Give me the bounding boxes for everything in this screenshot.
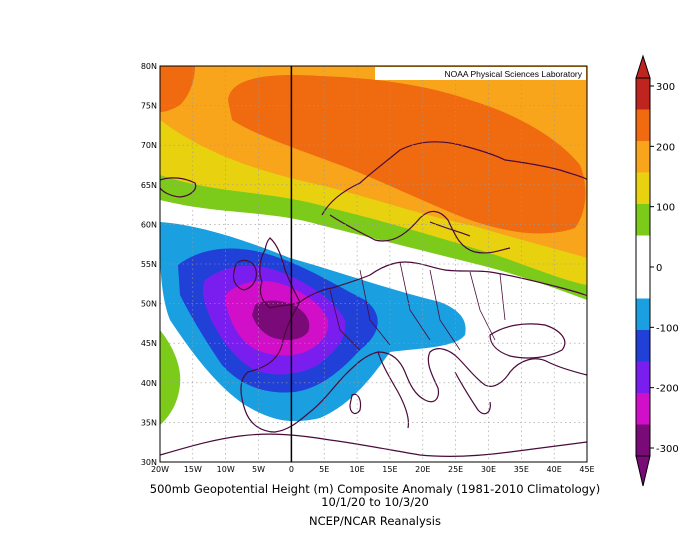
colorbar-swatch — [636, 78, 650, 110]
lon-label: 35E — [514, 465, 529, 474]
colorbar-label: 100 — [656, 203, 675, 214]
coast-iceland — [160, 177, 197, 198]
lat-label: 40N — [141, 379, 157, 388]
lat-label: 60N — [141, 220, 157, 229]
coast-ireland — [232, 259, 257, 291]
colorbar-swatch — [636, 204, 650, 236]
lon-label: 20W — [151, 465, 169, 474]
lat-label: 45N — [141, 339, 157, 348]
colorbar-swatch — [636, 172, 650, 204]
colorbar-swatch — [636, 424, 650, 456]
lon-label: 10W — [217, 465, 235, 474]
contour-pos-upper-left — [160, 66, 195, 112]
contour-pos-left-edge — [160, 330, 181, 425]
colorbar-label: -200 — [656, 384, 679, 395]
plot-frame — [159, 65, 588, 463]
colorbar-label: 300 — [656, 82, 675, 93]
lon-label: 0 — [289, 465, 294, 474]
colorbar-label: 0 — [656, 263, 662, 274]
lon-label: 15E — [382, 465, 397, 474]
lat-label: 30N — [141, 458, 157, 467]
colorbar-label: 200 — [656, 142, 675, 153]
caption-line-1: 500mb Geopotential Height (m) Composite … — [149, 482, 601, 496]
lat-label: 35N — [141, 418, 157, 427]
colorbar-swatch — [636, 109, 650, 141]
caption-line-3: NCEP/NCAR Reanalysis — [309, 514, 441, 528]
colorbar-swatch — [636, 361, 650, 393]
lon-label: 15W — [184, 465, 202, 474]
coast-north-africa — [160, 433, 587, 458]
lon-label: 45E — [579, 465, 594, 474]
lat-label: 65N — [141, 181, 157, 190]
anomaly-field — [160, 66, 587, 462]
colorbar-swatch — [636, 298, 650, 330]
coast-greece — [454, 371, 491, 415]
colorbar-swatch — [636, 267, 650, 299]
colorbar-swatch — [636, 235, 650, 267]
colorbar-swatch — [636, 330, 650, 362]
gridlines — [160, 66, 587, 462]
country-borders — [329, 261, 506, 351]
lat-label: 75N — [141, 102, 157, 111]
longitude-labels: 20W 15W 10W 5W 0 5E 10E 15E 20E 25E 30E 35E 40E 45E — [151, 465, 595, 474]
latitude-labels: 80N 75N 70N 65N 60N 55N 50N 45N 40N 35N 30N — [141, 62, 157, 467]
colorbar-swatch — [636, 141, 650, 173]
lat-label: 80N — [141, 62, 157, 71]
lat-label: 70N — [141, 141, 157, 150]
colorbar-swatch — [636, 393, 650, 425]
lon-label: 40E — [547, 465, 562, 474]
credit-box — [375, 67, 586, 80]
colorbar-top-arrow — [635, 54, 651, 79]
colorbar-label: -300 — [656, 444, 679, 455]
colorbar-label: -100 — [656, 323, 679, 334]
coast-continent — [240, 261, 587, 433]
coast-britain — [259, 237, 301, 309]
lon-label: 30E — [481, 465, 496, 474]
coast-scandinavia — [321, 141, 587, 254]
lon-label: 5E — [319, 465, 329, 474]
coastlines — [160, 141, 587, 458]
lon-label: 5W — [252, 465, 265, 474]
contour-pos-300 — [228, 75, 586, 234]
lat-label: 50N — [141, 300, 157, 309]
lon-label: 25E — [448, 465, 463, 474]
coast-black-sea — [489, 323, 566, 359]
colorbar: 300 200 100 0 -100 -200 -300 — [635, 54, 679, 487]
credit-text: NOAA Physical Sciences Laboratory — [445, 69, 583, 79]
lat-label: 55N — [141, 260, 157, 269]
lon-label: 10E — [349, 465, 364, 474]
caption-line-2: 10/1/20 to 10/3/20 — [321, 495, 429, 509]
coast-italy — [377, 351, 410, 429]
lon-label: 20E — [415, 465, 430, 474]
